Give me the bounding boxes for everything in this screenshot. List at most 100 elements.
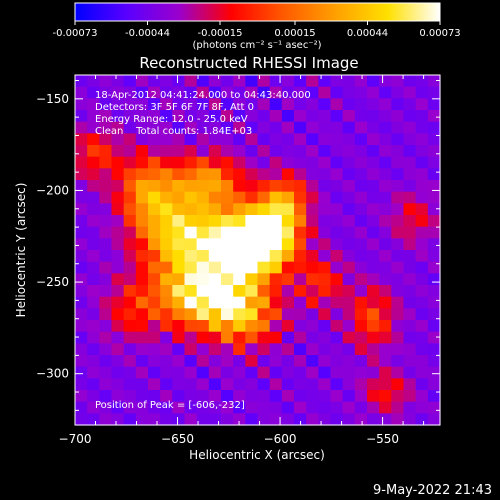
heatmap-cell [379,180,392,193]
heatmap-cell [354,366,368,379]
heatmap-cell [184,180,198,193]
heatmap-cell [135,413,149,426]
heatmap-cell [281,366,295,379]
heatmap-cell [306,343,319,356]
heatmap-cell [148,343,161,356]
heatmap-cell [221,133,234,146]
heatmap-cell [184,238,198,251]
heatmap-cell [196,168,210,181]
heatmap-cell [233,355,246,368]
heatmap-cell [306,145,319,158]
heatmap-cell [233,261,246,274]
heatmap-cell [257,168,271,181]
heatmap-cell [269,110,283,123]
heatmap-cell [99,273,113,286]
heatmap-cell [257,390,271,403]
heatmap-cell [75,378,88,391]
heatmap-cell [342,355,356,368]
heatmap-cell [342,226,356,239]
heatmap-cell [306,320,319,333]
heatmap-cell [99,250,113,263]
heatmap-cell [281,308,295,321]
heatmap-cell [172,168,186,181]
heatmap-cell [221,238,234,251]
heatmap-cell [342,378,356,391]
heatmap-cell [75,343,88,356]
heatmap-cell [306,285,319,298]
heatmap-cell [257,366,271,379]
heatmap-cell [403,250,417,263]
heatmap-cell [233,110,246,123]
heatmap-cell [379,145,392,158]
heatmap-cell [294,413,307,426]
heatmap-cell [354,180,368,193]
heatmap-cell [403,168,417,181]
heatmap-cell [403,285,417,298]
y-axis-tick-labels: −300 −250 −200 −150 [36,92,69,381]
heatmap-cell [318,180,332,193]
heatmap-cell [342,273,356,286]
heatmap-cell [306,331,319,344]
heatmap-cell [269,156,283,169]
heatmap-cell [111,250,125,263]
heatmap-cell [196,378,210,391]
heatmap-cell [99,366,113,379]
heatmap-cell [427,261,441,274]
heatmap-cell [415,98,429,111]
heatmap-cell [111,390,125,403]
heatmap-cell [379,191,392,204]
heatmap-cell [403,413,417,426]
heatmap-cell [257,378,271,391]
heatmap-cell [257,98,271,111]
heatmap-cell [403,331,417,344]
heatmap-cell [257,86,271,99]
heatmap-cell [87,285,100,298]
heatmap-cell [221,226,234,239]
heatmap-cell [75,180,88,193]
heatmap-cell [208,203,222,216]
heatmap-cell [342,261,356,274]
heatmap-cell [208,320,222,333]
heatmap-cell [342,320,356,333]
heatmap-cell [427,273,441,286]
heatmap-cell [281,331,295,344]
heatmap-cell [208,226,222,239]
heatmap-cell [233,273,246,286]
heatmap-cell [318,285,332,298]
heatmap-cell [269,261,283,274]
heatmap-cell [318,168,332,181]
heatmap-cell [99,75,113,88]
heatmap-cell [342,121,356,134]
heatmap-cell [306,238,319,251]
heatmap-cell [221,343,234,356]
heatmap-cell [257,250,271,263]
heatmap-cell [257,401,271,414]
heatmap-cell [306,156,319,169]
heatmap-cell [415,110,429,123]
heatmap-cell [257,133,271,146]
heatmap-cell [306,180,319,193]
heatmap-cell [306,133,319,146]
heatmap-cell [318,401,332,414]
heatmap-cell [160,226,173,239]
heatmap-cell [342,366,356,379]
heatmap-cell [330,261,344,274]
heatmap-cell [208,86,222,99]
heatmap-cell [294,320,307,333]
heatmap-cell [391,296,405,309]
y-tick-label: −250 [36,275,69,289]
heatmap-cell [318,261,332,274]
heatmap-cell [342,390,356,403]
heatmap-cell [391,320,405,333]
heatmap-cell [367,180,380,193]
heatmap-cell [294,343,307,356]
heatmap-cell [403,156,417,169]
heatmap-cell [354,331,368,344]
heatmap-cell [306,75,319,88]
heatmap-cell [135,180,149,193]
heatmap-cell [196,156,210,169]
heatmap-cell [379,110,392,123]
heatmap-cell [135,261,149,274]
heatmap-cell [269,180,283,193]
heatmap-cell [281,203,295,216]
